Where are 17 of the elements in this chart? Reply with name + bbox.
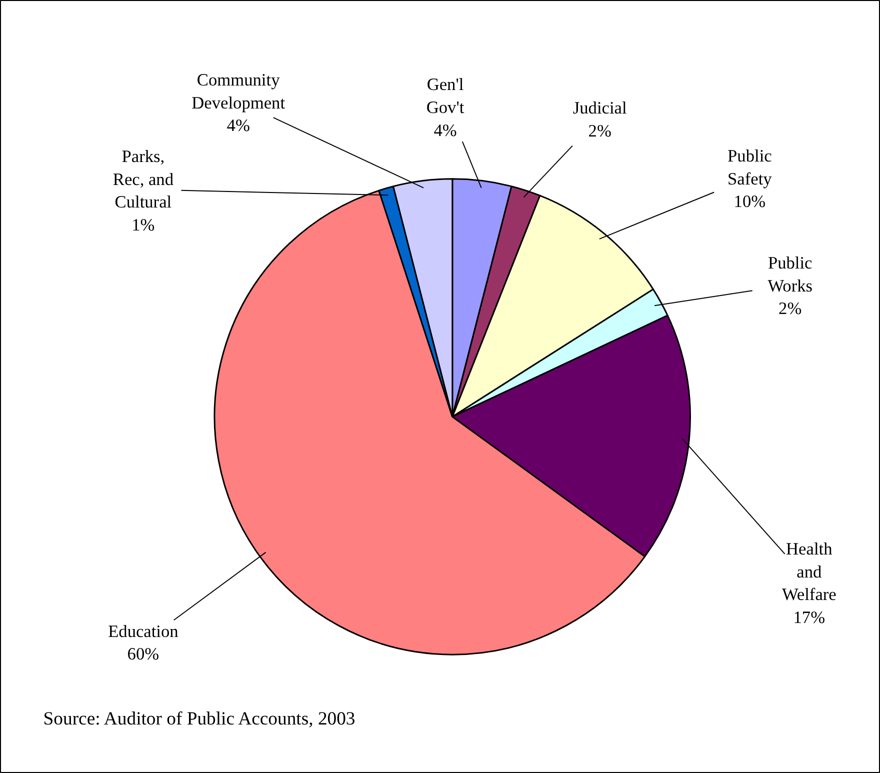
slice-label: Public Safety — [728, 146, 772, 188]
slice-label: Education — [108, 622, 179, 641]
data-label: 4% — [434, 120, 457, 140]
slice-label: Parks, Rec, and Cultural — [112, 147, 174, 212]
data-label: 1% — [132, 215, 155, 234]
slice-label: Gen'l Gov't — [426, 75, 464, 118]
slice-label: Public Works — [768, 254, 813, 296]
source-note: Source: Auditor of Public Accounts, 2003 — [43, 708, 356, 730]
slice-label: Health and Welfare — [782, 540, 837, 604]
data-label: 2% — [588, 121, 612, 140]
slice-label: Judicial — [572, 98, 627, 118]
slice-label: Community Development — [192, 70, 286, 112]
data-label: 60% — [127, 644, 160, 664]
data-label: 10% — [734, 192, 766, 212]
data-label: 2% — [778, 299, 802, 318]
data-label: 4% — [226, 116, 250, 136]
data-label: 17% — [793, 608, 826, 627]
